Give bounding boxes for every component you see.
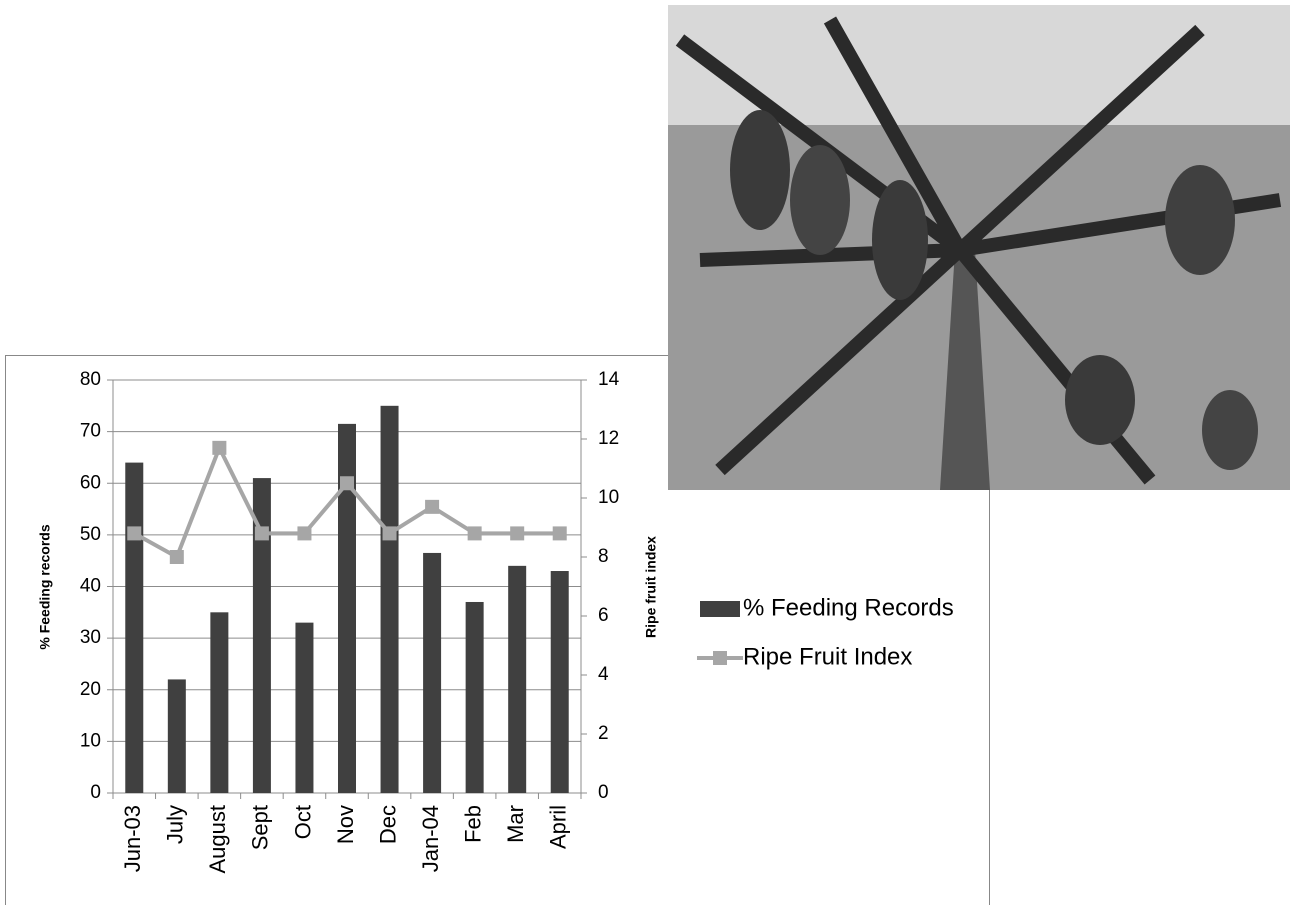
y2-tick-label: 12	[598, 428, 619, 449]
page: 0 10 20 30 40 50 60 70 80 0 2 4 6 8 10 12 14 Jun-03 July Au…	[0, 0, 1290, 905]
marker	[255, 526, 269, 540]
bar	[381, 406, 399, 793]
legend-label: Ripe Fruit Index	[743, 643, 912, 670]
y2-tick-label: 4	[598, 664, 609, 685]
y-tick-label: 50	[80, 524, 101, 545]
bar	[551, 571, 569, 793]
marker	[297, 526, 311, 540]
x-tick-label: Jun-03	[120, 805, 145, 872]
y-tick-label: 10	[80, 730, 101, 751]
bar	[423, 553, 441, 793]
x-tick-label: Mar	[503, 805, 528, 843]
legend-label: % Feeding Records	[743, 594, 954, 621]
bar	[210, 612, 228, 793]
photo	[668, 5, 1290, 490]
y-tick-label: 80	[80, 369, 101, 390]
chart: 0 10 20 30 40 50 60 70 80 0 2 4 6 8 10 12 14 Jun-03 July Au…	[0, 0, 1290, 905]
x-tick-label: August	[205, 805, 230, 874]
marker	[170, 550, 184, 564]
photo-fruit	[730, 110, 790, 230]
x-tick-label: Jan-04	[418, 805, 443, 872]
photo-fruit	[1202, 390, 1258, 470]
marker	[212, 441, 226, 455]
y-tick-label: 20	[80, 679, 101, 700]
marker	[425, 500, 439, 514]
y2-tick-label: 6	[598, 605, 609, 626]
y2-tick-label: 0	[598, 782, 609, 803]
bar	[253, 478, 271, 793]
y-tick-label: 40	[80, 576, 101, 597]
y2-tick-label: 10	[598, 487, 619, 508]
y-tick-label: 70	[80, 421, 101, 442]
y-tick-label: 60	[80, 472, 101, 493]
x-tick-label: April	[546, 805, 571, 849]
bar	[466, 602, 484, 793]
bar	[508, 566, 526, 793]
y2-axis-title: Ripe fruit index	[643, 536, 659, 638]
marker	[127, 526, 141, 540]
y-tick-label: 0	[90, 782, 101, 803]
bar	[168, 679, 186, 793]
marker	[468, 526, 482, 540]
marker	[510, 526, 524, 540]
y-tick-label: 30	[80, 627, 101, 648]
x-tick-label: Dec	[375, 805, 400, 844]
marker	[383, 526, 397, 540]
photo-fruit	[790, 145, 850, 255]
y-axis-title: % Feeding records	[37, 524, 53, 649]
x-tick-label: Oct	[290, 805, 315, 839]
legend-swatch	[700, 601, 740, 617]
photo-fruit	[1065, 355, 1135, 445]
x-tick-label: Feb	[460, 805, 485, 843]
y2-tick-label: 2	[598, 723, 609, 744]
y2-tick-label: 14	[598, 369, 620, 390]
bar	[295, 623, 313, 793]
bar	[125, 463, 143, 793]
x-tick-label: Nov	[333, 805, 358, 844]
y2-tick-label: 8	[598, 546, 609, 567]
marker	[553, 526, 567, 540]
x-tick-label: July	[163, 805, 188, 844]
marker	[340, 476, 354, 490]
photo-fruit	[1165, 165, 1235, 275]
x-tick-label: Sept	[248, 805, 273, 850]
legend-swatch	[713, 651, 727, 665]
photo-fruit	[872, 180, 928, 300]
